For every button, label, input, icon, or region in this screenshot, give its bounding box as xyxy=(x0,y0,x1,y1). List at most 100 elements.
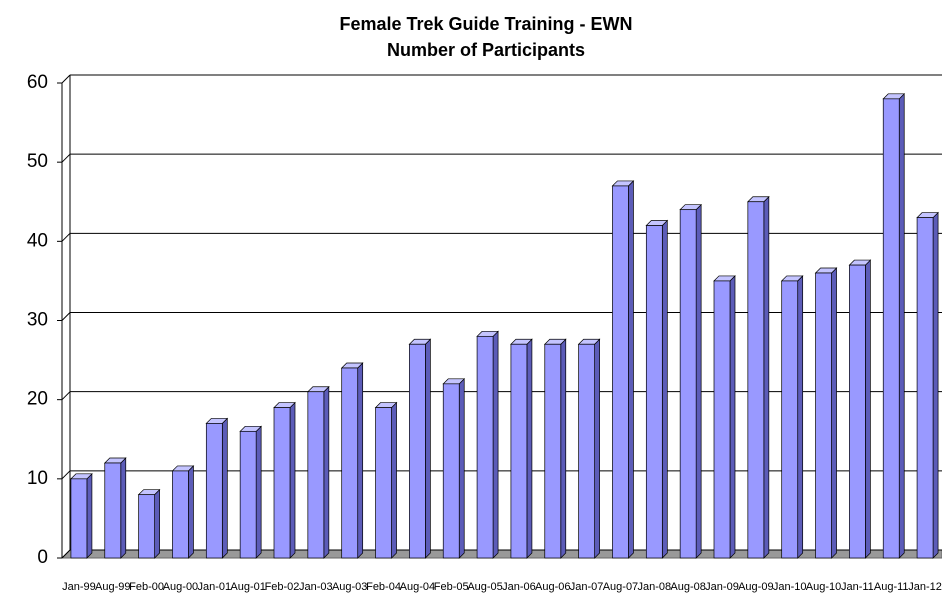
x-tick: Jan-03 xyxy=(299,582,333,593)
x-tick-label: Aug-11 xyxy=(873,582,909,593)
bar-front xyxy=(409,343,426,559)
bar-side xyxy=(865,259,871,559)
x-tick: Aug-09 xyxy=(738,582,774,593)
x-tick: Aug-10 xyxy=(805,582,842,593)
bar-front xyxy=(476,335,494,559)
bar-front xyxy=(916,217,934,559)
bar xyxy=(171,465,195,559)
x-tick: Aug-03 xyxy=(332,582,367,593)
x-tick: Jan-12 xyxy=(908,582,942,593)
bar xyxy=(543,338,567,559)
bar-side xyxy=(729,275,736,559)
y-tick-label: 10 xyxy=(27,468,48,489)
x-tick: Aug-05 xyxy=(467,582,503,593)
x-tick-label: Feb-00 xyxy=(129,582,165,593)
x-tick-label: Aug-06 xyxy=(535,582,571,593)
x-tick-label: Aug-99 xyxy=(95,582,131,593)
x-tick: Aug-07 xyxy=(602,582,639,593)
x-tick: Jan-06 xyxy=(502,582,536,593)
x-tick-label: Aug-10 xyxy=(805,582,842,593)
x-tick-label: Aug-05 xyxy=(467,582,503,593)
x-tick: Feb-00 xyxy=(129,582,165,593)
x-tick: Feb-02 xyxy=(265,582,300,593)
x-tick-label: Jan-12 xyxy=(908,582,942,593)
bar-front xyxy=(679,209,697,559)
bar xyxy=(239,425,262,559)
x-tick-label: Jan-07 xyxy=(569,582,604,593)
floor xyxy=(60,549,942,559)
bar-front xyxy=(442,383,460,559)
bar-front xyxy=(70,478,88,559)
bar xyxy=(780,275,804,559)
bar-side xyxy=(289,401,296,559)
x-tick-label: Jan-08 xyxy=(637,582,672,593)
bar-front xyxy=(307,391,325,559)
x-tick-label: Aug-09 xyxy=(738,582,774,593)
x-tick: Jan-99 xyxy=(62,582,96,593)
bar-front xyxy=(138,494,155,559)
x-tick-label: Aug-07 xyxy=(602,582,639,593)
bar-side xyxy=(661,219,668,559)
bar-side xyxy=(154,488,160,559)
x-tick: Jan-07 xyxy=(569,582,604,593)
bar-front xyxy=(815,272,832,559)
bar-front xyxy=(781,280,799,559)
bar xyxy=(476,330,499,559)
bar-side xyxy=(221,417,228,559)
grid-line xyxy=(61,74,71,84)
bar xyxy=(814,267,838,559)
x-tick: Jan-10 xyxy=(772,582,807,593)
x-tick-label: Jan-10 xyxy=(772,582,807,593)
x-tick: Jan-01 xyxy=(197,582,231,593)
bar-front xyxy=(172,470,189,559)
bar-side xyxy=(628,180,634,559)
grid-line xyxy=(61,232,71,242)
x-tick-label: Jan-09 xyxy=(705,582,739,593)
bar-front xyxy=(205,423,223,559)
bar-front xyxy=(341,367,359,559)
bar xyxy=(442,377,466,559)
bar-side xyxy=(255,425,262,559)
bar-side xyxy=(831,267,837,559)
x-tick: Jan-08 xyxy=(637,582,672,593)
bar-front xyxy=(375,407,392,559)
x-tick-label: Jan-06 xyxy=(502,582,536,593)
x-tick: Jan-11 xyxy=(840,582,874,593)
bar-side xyxy=(425,338,431,559)
bar xyxy=(103,457,127,559)
bar-front xyxy=(849,264,866,559)
bar-side xyxy=(763,195,770,559)
bar-front xyxy=(104,462,122,559)
bar xyxy=(70,472,93,559)
bar-side xyxy=(594,338,600,559)
bar-side xyxy=(86,472,93,559)
y-tick-label: 60 xyxy=(27,72,48,93)
bar xyxy=(645,219,669,559)
bar xyxy=(848,259,872,559)
bar-side xyxy=(120,457,127,559)
bar xyxy=(374,401,398,559)
bar xyxy=(577,338,601,559)
bar-side xyxy=(357,362,364,559)
x-tick-label: Feb-04 xyxy=(366,582,401,593)
x-tick-label: Aug-00 xyxy=(162,582,199,593)
x-tick-label: Jan-11 xyxy=(840,582,874,593)
bar-front xyxy=(578,343,595,559)
x-tick: Aug-01 xyxy=(230,582,265,593)
bar-front xyxy=(747,201,765,559)
x-tick: Jan-09 xyxy=(705,582,739,593)
bar-front xyxy=(239,430,257,559)
x-tick-label: Aug-08 xyxy=(670,582,706,593)
bar xyxy=(205,417,229,559)
bar-side xyxy=(492,330,499,559)
grid-line xyxy=(61,153,71,163)
bar xyxy=(273,401,296,559)
bar xyxy=(916,211,939,559)
grid-line xyxy=(61,312,71,321)
x-tick: Aug-11 xyxy=(873,582,909,593)
bar xyxy=(137,488,161,559)
bar xyxy=(713,275,736,559)
chart-subtitle: Number of Participants xyxy=(387,40,585,60)
bar xyxy=(611,180,635,559)
